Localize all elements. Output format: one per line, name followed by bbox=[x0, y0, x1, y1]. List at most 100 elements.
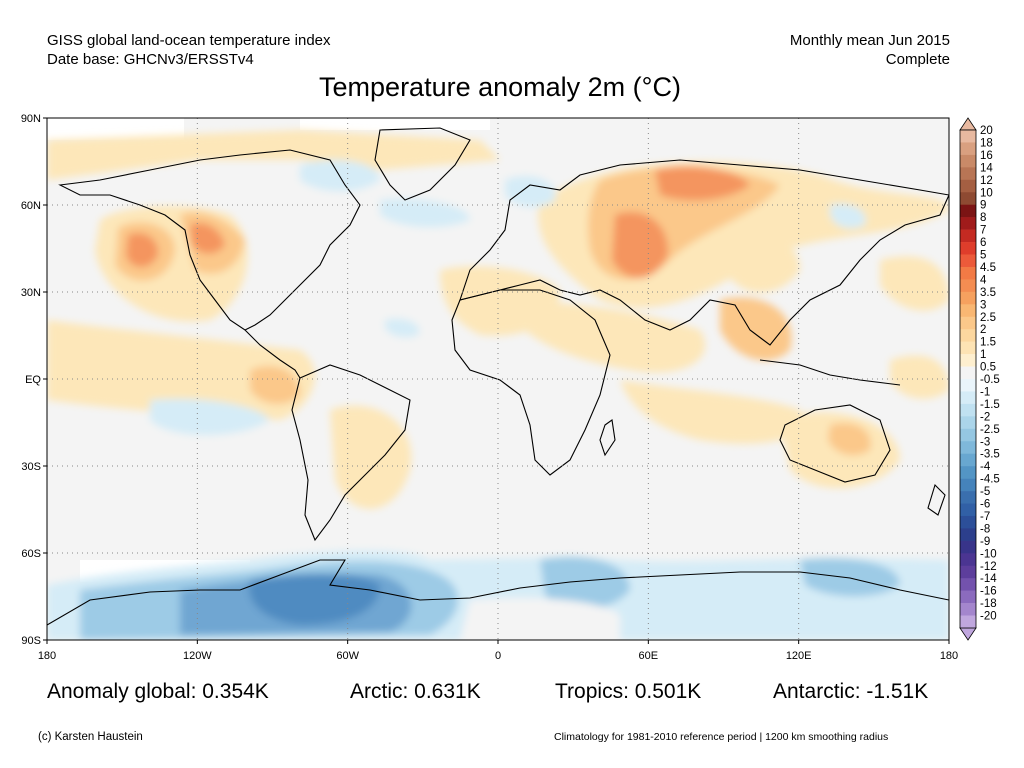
legend-swatch bbox=[960, 553, 976, 567]
latitude-label: 30N bbox=[21, 287, 41, 299]
eurasia-outline bbox=[459, 159, 949, 346]
warm-anomaly bbox=[47, 130, 500, 180]
legend-swatch bbox=[960, 304, 976, 318]
legend-label: 9 bbox=[980, 200, 986, 212]
legend-swatch bbox=[960, 130, 976, 143]
legend-min-arrow bbox=[959, 627, 977, 641]
legend-label: -7 bbox=[980, 511, 990, 523]
legend-label: 20 bbox=[980, 125, 993, 137]
legend-swatch bbox=[960, 316, 976, 330]
legend-label: -10 bbox=[980, 548, 997, 560]
warm-anomaly bbox=[655, 165, 750, 201]
antarctica-outline bbox=[47, 559, 949, 626]
legend-label: -2 bbox=[980, 411, 990, 423]
latitude-label: 90S bbox=[21, 635, 41, 647]
warm-anomaly bbox=[190, 222, 225, 254]
legend-label: -3.5 bbox=[980, 449, 1000, 461]
legend-swatch bbox=[960, 242, 976, 255]
legend-swatch bbox=[960, 254, 976, 268]
north-america-outline bbox=[58, 149, 361, 331]
copyright: (c) Karsten Haustein bbox=[38, 731, 143, 743]
legend-swatch bbox=[960, 266, 976, 280]
warm-anomaly bbox=[720, 297, 792, 361]
legend-label: -4 bbox=[980, 461, 991, 473]
map-title: Temperature anomaly 2m (°C) bbox=[319, 72, 681, 102]
legend-max-arrow bbox=[959, 117, 977, 131]
legend-swatch bbox=[960, 615, 976, 629]
cold-anomaly bbox=[249, 573, 380, 625]
legend-label: 4.5 bbox=[980, 262, 996, 274]
legend-swatch bbox=[960, 491, 976, 504]
legend-swatch bbox=[960, 154, 976, 168]
warm-anomaly bbox=[500, 300, 706, 373]
legend-label: -5 bbox=[980, 486, 990, 498]
central-america-outline bbox=[244, 329, 301, 379]
legend-label: -1 bbox=[980, 386, 990, 398]
index-name: GISS global land-ocean temperature index bbox=[47, 32, 331, 49]
longitude-label: 120W bbox=[183, 650, 212, 662]
legend-label: 16 bbox=[980, 150, 993, 162]
legend-label: -18 bbox=[980, 598, 997, 610]
latitude-label: EQ bbox=[25, 374, 41, 386]
antarctic-anomaly: Antarctic: -1.51K bbox=[773, 680, 929, 703]
legend-swatch bbox=[960, 329, 976, 342]
data-base: Date base: GHCNv3/ERSSTv4 bbox=[47, 51, 254, 68]
arctic-anomaly: Arctic: 0.631K bbox=[350, 680, 481, 703]
legend-swatch bbox=[960, 503, 976, 517]
cold-anomaly bbox=[830, 203, 866, 229]
legend-label: -9 bbox=[980, 536, 990, 548]
legend-swatch bbox=[960, 578, 976, 591]
legend-swatch bbox=[960, 416, 976, 430]
new-zealand-outline bbox=[927, 483, 946, 516]
no-data-area bbox=[300, 118, 490, 130]
warm-anomaly bbox=[330, 405, 412, 509]
longitude-labels: 180 120W 60W 0 60E 120E 180 bbox=[38, 640, 958, 662]
legend-label: 12 bbox=[980, 175, 993, 187]
warm-anomaly bbox=[612, 211, 669, 279]
no-data-area bbox=[460, 597, 620, 640]
legend-label: 2.5 bbox=[980, 312, 996, 324]
legend-label: -3 bbox=[980, 436, 990, 448]
cold-anomaly bbox=[540, 557, 630, 610]
legend-swatch bbox=[960, 391, 976, 405]
graticule bbox=[47, 118, 949, 640]
legend-swatch bbox=[960, 590, 976, 604]
cold-anomaly bbox=[800, 558, 900, 597]
legend-swatch bbox=[960, 229, 976, 243]
legend-swatch bbox=[960, 528, 976, 542]
africa-outline bbox=[451, 289, 611, 476]
legend-swatch bbox=[960, 428, 976, 442]
longitude-label: 60W bbox=[336, 650, 359, 662]
maritime-asia-outline bbox=[759, 359, 901, 386]
legend-label: 6 bbox=[980, 237, 986, 249]
madagascar-outline bbox=[599, 419, 616, 457]
legend-swatch bbox=[960, 515, 976, 529]
legend-swatch bbox=[960, 565, 976, 579]
cold-anomaly bbox=[380, 198, 470, 228]
latitude-label: 60S bbox=[21, 548, 41, 560]
legend-swatch bbox=[960, 453, 976, 467]
legend-swatch bbox=[960, 466, 976, 479]
legend-swatch bbox=[960, 603, 976, 616]
legend-swatch bbox=[960, 291, 976, 305]
warm-anomaly bbox=[890, 355, 949, 399]
warm-anomaly bbox=[880, 256, 949, 311]
warm-anomaly bbox=[828, 422, 871, 456]
legend-label: 5 bbox=[980, 250, 986, 262]
legend-swatch bbox=[960, 379, 976, 392]
legend-label: 4 bbox=[980, 274, 987, 286]
legend-label: 18 bbox=[980, 137, 993, 149]
warm-anomaly bbox=[720, 227, 800, 293]
header-left: GISS global land-ocean temperature index… bbox=[47, 31, 331, 69]
legend-swatch bbox=[960, 192, 976, 205]
legend-label: -0.5 bbox=[980, 374, 1000, 386]
latitude-label: 90N bbox=[21, 113, 41, 125]
color-legend: 201816141210987654.543.532.521.510.5-0.5… bbox=[959, 117, 1000, 641]
period-label: Monthly mean Jun 2015 bbox=[789, 32, 950, 49]
no-data-area bbox=[47, 118, 184, 140]
longitude-label: 120E bbox=[786, 650, 812, 662]
cold-anomaly bbox=[150, 398, 270, 435]
climatology-note: Climatology for 1981-2010 reference peri… bbox=[554, 731, 889, 743]
warm-anomaly bbox=[620, 380, 804, 444]
